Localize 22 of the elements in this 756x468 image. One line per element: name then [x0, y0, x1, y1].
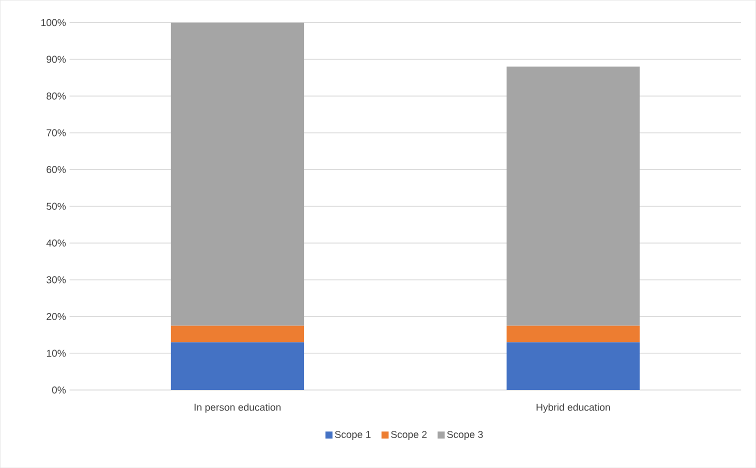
y-tick-label: 60%: [46, 166, 66, 174]
legend-label: Scope 3: [447, 430, 483, 440]
legend-label: Scope 2: [391, 430, 427, 440]
legend-label: Scope 1: [334, 430, 371, 440]
y-tick-label: 100%: [41, 18, 66, 26]
bar: [506, 326, 640, 342]
y-tick-label: 10%: [46, 350, 66, 357]
y-tick-label: 40%: [46, 239, 66, 247]
x-tick-label: Hybrid education: [536, 403, 610, 413]
y-tick-label: 20%: [46, 312, 66, 320]
bar: [170, 326, 304, 342]
bar: [506, 342, 640, 390]
y-tick-label: 80%: [46, 92, 66, 100]
bar: [506, 66, 640, 326]
y-tick-label: 70%: [46, 129, 66, 136]
y-tick-label: 90%: [46, 56, 66, 63]
y-tick-label: 0%: [52, 386, 66, 394]
bar: [170, 342, 304, 390]
x-tick-label: In person education: [194, 403, 281, 413]
y-tick-label: 50%: [46, 202, 66, 210]
y-tick-label: 30%: [46, 276, 66, 284]
bar: [170, 22, 304, 326]
